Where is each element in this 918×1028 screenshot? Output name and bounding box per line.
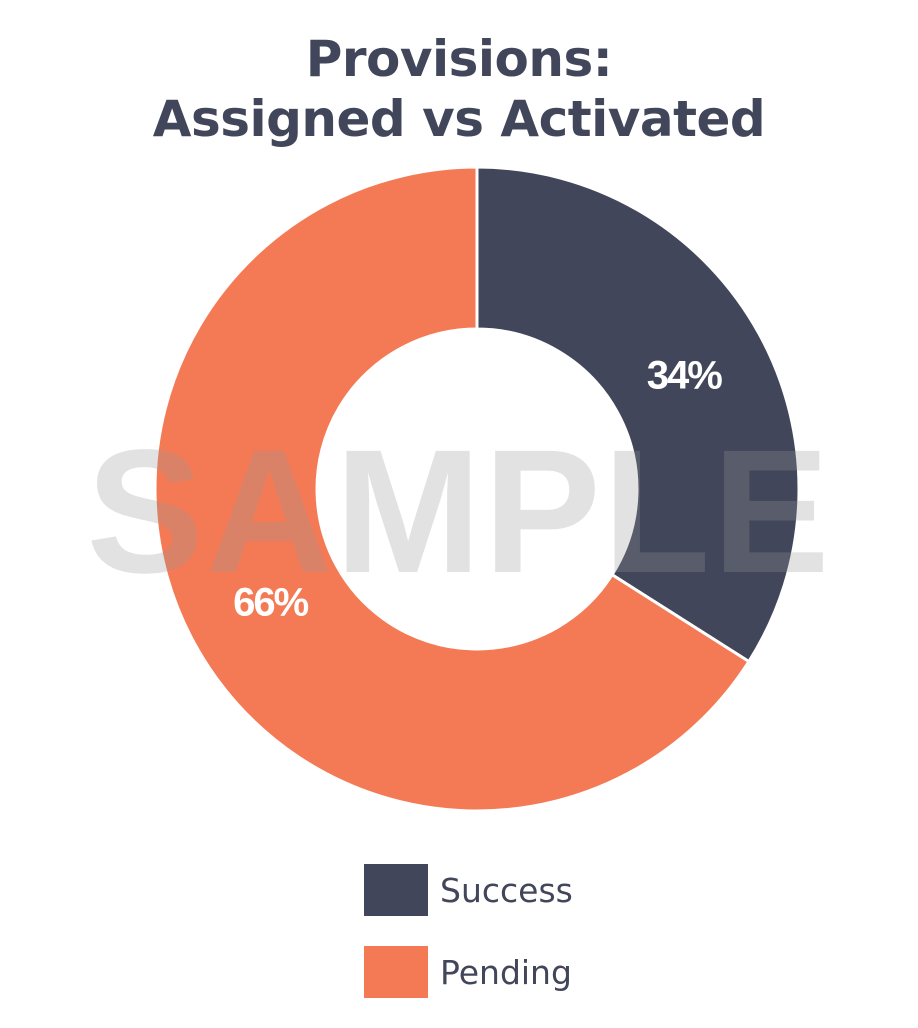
legend-label-success: Success — [440, 870, 573, 910]
donut-slices — [153, 165, 801, 813]
legend-swatch-pending — [364, 946, 428, 998]
slice-label-success: 34% — [647, 353, 722, 397]
donut-slice-pending — [153, 165, 751, 813]
legend-item-pending: Pending — [364, 946, 573, 998]
legend-swatch-success — [364, 864, 428, 916]
chart-title-line-2: Assigned vs Activated — [152, 90, 766, 148]
donut-slice-success — [475, 165, 801, 664]
slice-labels: 34% 66% — [233, 353, 724, 625]
slice-label-pending: 66% — [233, 581, 308, 625]
legend: Success Pending — [364, 864, 573, 1028]
legend-label-pending: Pending — [440, 952, 572, 992]
chart-title-line-1: Provisions: — [305, 30, 613, 88]
legend-item-success: Success — [364, 864, 573, 916]
